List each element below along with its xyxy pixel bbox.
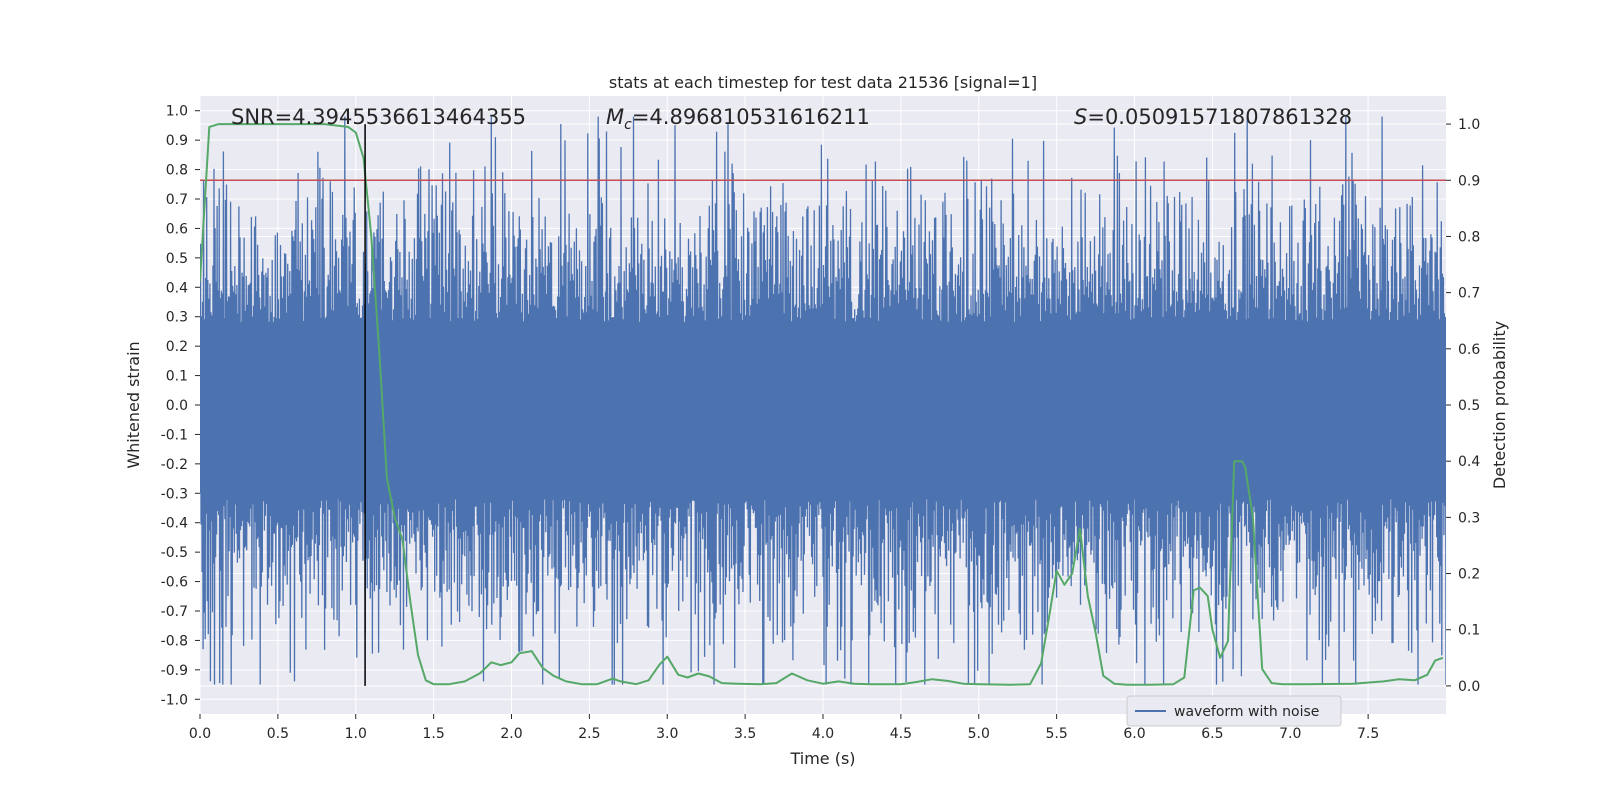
y-left-tick-label: -1.0 [161,692,188,708]
x-tick-label: 2.0 [500,726,522,742]
y-left-tick-label: -0.4 [161,516,188,532]
y-left-tick-label: 0.0 [166,398,188,414]
detection-probability-line [200,123,1444,686]
s-value: =0.05091571807861328 [1087,105,1352,129]
y-right-tick-label: 1.0 [1458,117,1480,133]
x-tick-label: 3.5 [734,726,756,742]
x-tick-label: 5.5 [1045,726,1067,742]
y-left-tick-label: 0.6 [166,221,188,237]
x-tick-label: 7.0 [1279,726,1301,742]
y-right-tick-label: 0.1 [1458,623,1480,639]
y-left-tick-label: 0.9 [166,133,188,149]
y-left-tick-label: 0.4 [166,280,188,296]
y-right-tick-label: 0.7 [1458,286,1480,302]
y-left-tick-label: 0.7 [166,192,188,208]
strain-series [200,116,1446,685]
x-tick-label: 1.5 [422,726,444,742]
y-right-tick-label: 0.6 [1458,342,1480,358]
chirp-mass-annotation: Mc=4.896810531616211 [606,105,870,133]
y-left-tick-label: -0.8 [161,633,188,649]
y-axis-left: 1.0 0.9 0.8 0.7 0.6 0.5 0.4 0.3 0.2 0.1 0.0 -0.1 -0.… [161,104,200,708]
x-tick-label: 4.0 [812,726,834,742]
s-annotation: S=0.05091571807861328 [1074,105,1352,129]
y-left-tick-label: -0.9 [161,663,188,679]
x-axis: 0.0 0.5 1.0 1.5 2.0 2.5 3.0 3.5 4.0 4.5 5.0 5.5 6.0 6… [189,714,1379,742]
x-tick-label: 6.5 [1201,726,1223,742]
y-right-tick-label: 0.5 [1458,398,1480,414]
y-axis-right-label: Detection probability [1490,321,1509,489]
x-tick-label: 7.5 [1357,726,1379,742]
legend-box [1126,695,1342,727]
overlay-layer [200,123,1446,686]
y-left-tick-label: -0.5 [161,545,188,561]
x-tick-label: 0.5 [267,726,289,742]
y-left-tick-label: -0.6 [161,575,188,591]
chirp-mass-value: =4.896810531616211 [632,105,870,129]
y-right-tick-label: 0.4 [1458,454,1480,470]
y-left-tick-label: 0.3 [166,310,188,326]
chirp-mass-subscript: c [624,117,632,133]
x-tick-label: 0.0 [189,726,211,742]
y-left-tick-label: 0.2 [166,339,188,355]
y-right-tick-label: 0.9 [1458,173,1480,189]
x-tick-label: 1.0 [345,726,367,742]
y-right-tick-label: 0.3 [1458,510,1480,526]
y-right-tick-label: 0.8 [1458,229,1480,245]
x-tick-label: 2.5 [578,726,600,742]
y-left-tick-label: -0.7 [161,604,188,620]
y-left-tick-label: -0.2 [161,457,188,473]
x-tick-label: 5.0 [968,726,990,742]
y-left-tick-label: -0.1 [161,427,188,443]
y-left-tick-label: -0.3 [161,486,188,502]
x-tick-label: 6.0 [1123,726,1145,742]
s-symbol: S [1074,105,1087,129]
y-left-tick-label: 1.0 [166,104,188,120]
chart-title: stats at each timestep for test data 215… [609,73,1037,92]
y-right-tick-label: 0.2 [1458,567,1480,583]
y-left-tick-label: 0.5 [166,251,188,267]
legend-label: waveform with noise [1174,704,1319,720]
strain-core-band [200,334,1446,494]
y-left-tick-label: 0.1 [166,369,188,385]
y-right-tick-label: 0.0 [1458,679,1480,695]
x-axis-label: Time (s) [789,749,855,768]
y-axis-right: 1.0 0.9 0.8 0.7 0.6 0.5 0.4 0.3 0.2 0.1 0.0 [1446,117,1480,695]
y-left-tick-label: 0.8 [166,163,188,179]
legend: waveform with noise [1126,695,1342,727]
chirp-mass-symbol: M [606,105,624,129]
x-tick-label: 3.0 [656,726,678,742]
y-axis-left-label: Whitened strain [124,341,143,468]
snr-annotation: SNR=4.3945536613464355 [231,105,526,129]
x-tick-label: 4.5 [890,726,912,742]
